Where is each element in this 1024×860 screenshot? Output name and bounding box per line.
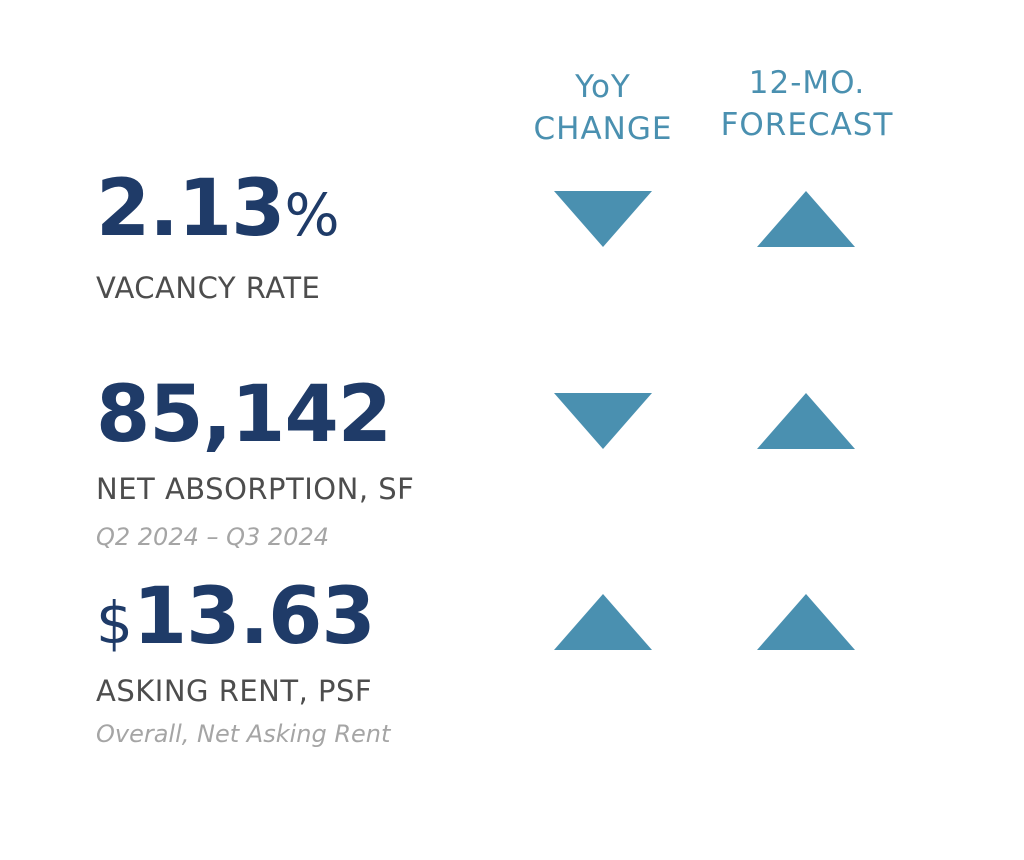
yoy-header-line1: YoY: [575, 69, 631, 105]
asking-rent-label: ASKING RENT, PSF: [96, 674, 373, 708]
asking-rent-note: Overall, Net Asking Rent: [96, 720, 391, 748]
asking-rent-value: $13.63: [96, 572, 376, 662]
net-absorption-value: 85,142: [96, 370, 392, 460]
net-absorption-label: NET ABSORPTION, SF: [96, 472, 415, 506]
rent-yoy-indicator-icon: [554, 594, 652, 650]
forecast-header-line1: 12-MO.: [748, 65, 866, 101]
yoy-change-header: YoY CHANGE: [522, 66, 684, 150]
vacancy-rate-label: VACANCY RATE: [96, 271, 321, 305]
absorption-yoy-indicator-icon: [554, 393, 652, 449]
vacancy-rate-value: 2.13%: [96, 164, 340, 254]
yoy-header-line2: CHANGE: [533, 111, 673, 147]
absorption-forecast-indicator-icon: [757, 393, 855, 449]
vacancy-forecast-indicator-icon: [757, 191, 855, 247]
dollar-unit: $: [96, 589, 133, 657]
forecast-header-line2: FORECAST: [720, 107, 894, 143]
percent-unit: %: [284, 181, 340, 249]
vacancy-yoy-indicator-icon: [554, 191, 652, 247]
net-absorption-period: Q2 2024 – Q3 2024: [96, 523, 329, 551]
forecast-header: 12-MO. FORECAST: [707, 62, 907, 146]
rent-forecast-indicator-icon: [757, 594, 855, 650]
